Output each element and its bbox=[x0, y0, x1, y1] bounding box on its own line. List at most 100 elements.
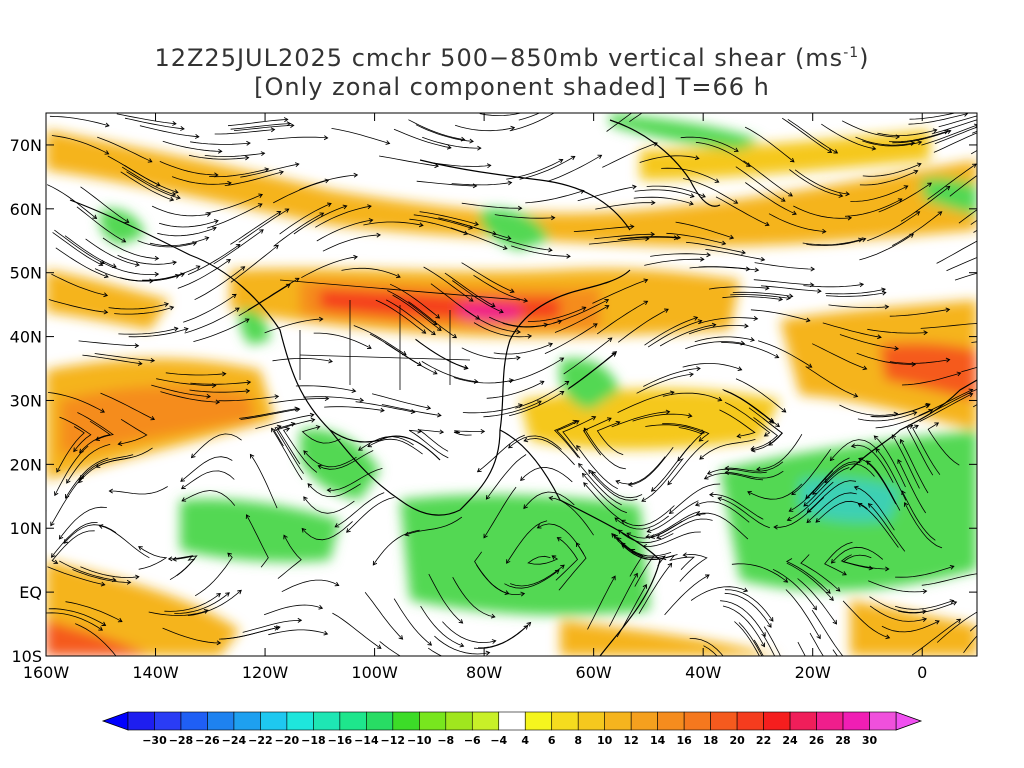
streamline bbox=[842, 554, 873, 569]
streamline bbox=[547, 154, 602, 182]
streamline bbox=[303, 396, 364, 401]
streamline bbox=[811, 609, 844, 656]
streamline bbox=[725, 470, 784, 479]
streamline-arrowhead bbox=[13, 556, 17, 560]
coastlines bbox=[69, 119, 977, 656]
streamline-arrowhead bbox=[788, 192, 793, 197]
streamline bbox=[224, 171, 284, 186]
streamline-arrowhead bbox=[353, 254, 358, 260]
streamline bbox=[891, 434, 920, 489]
streamline-arrowhead bbox=[620, 519, 626, 525]
streamline-arrowhead bbox=[536, 524, 542, 529]
streamline bbox=[895, 565, 954, 578]
streamline-arrowhead bbox=[473, 378, 479, 384]
colorbar-swatch bbox=[471, 711, 500, 731]
lon-label: 140W bbox=[132, 663, 179, 682]
streamline-arrowhead bbox=[490, 302, 496, 307]
streamline-arrowhead bbox=[284, 208, 290, 213]
chart-title-line1: 12Z25JUL2025 cmchr 500−850mb vertical sh… bbox=[154, 44, 870, 72]
streamline-arrowhead bbox=[203, 609, 209, 614]
streamline-arrowhead bbox=[737, 366, 743, 371]
streamline bbox=[921, 573, 977, 586]
streamline bbox=[720, 600, 766, 637]
streamline-arrowhead bbox=[523, 437, 529, 443]
streamline bbox=[696, 512, 749, 540]
streamline bbox=[393, 128, 451, 149]
streamline bbox=[644, 258, 704, 266]
streamline-arrowhead bbox=[703, 475, 709, 480]
colorbar-low-arrow bbox=[101, 711, 129, 731]
streamline-arrowhead bbox=[972, 163, 977, 168]
streamline-arrowhead bbox=[249, 453, 255, 459]
streamline-arrowhead bbox=[357, 446, 363, 451]
streamline bbox=[162, 140, 222, 152]
streamline-arrowhead bbox=[225, 592, 230, 597]
streamline bbox=[452, 577, 495, 618]
streamline bbox=[63, 524, 117, 544]
streamline bbox=[909, 113, 957, 120]
streamline-arrowhead bbox=[103, 273, 109, 279]
streamline-arrowhead bbox=[245, 388, 251, 394]
streamline bbox=[683, 178, 738, 204]
streamline bbox=[523, 491, 575, 509]
lon-label: 40W bbox=[685, 663, 721, 682]
streamline-arrowhead bbox=[641, 497, 647, 502]
streamline-arrowhead bbox=[351, 388, 357, 394]
streamline-arrowhead bbox=[928, 409, 934, 414]
streamline-arrowhead bbox=[192, 241, 198, 246]
streamline-arrowhead bbox=[439, 429, 445, 435]
streamline bbox=[264, 318, 323, 334]
streamline bbox=[636, 373, 694, 394]
streamline-arrowhead bbox=[270, 127, 276, 133]
streamline-arrowhead bbox=[788, 293, 794, 299]
colorbar-label: 30 bbox=[862, 734, 878, 747]
streamline-arrowhead bbox=[353, 172, 359, 178]
streamline bbox=[156, 378, 216, 386]
streamline-arrowhead bbox=[309, 412, 315, 418]
streamline bbox=[562, 416, 596, 452]
streamline-arrowhead bbox=[498, 308, 504, 314]
streamline bbox=[753, 639, 764, 656]
streamline bbox=[867, 328, 928, 334]
streamline-arrowhead bbox=[824, 478, 830, 484]
streamline-arrowhead bbox=[246, 140, 251, 146]
streamline-arrowhead bbox=[833, 149, 839, 154]
streamline bbox=[643, 531, 701, 548]
streamline bbox=[626, 520, 683, 539]
streamline-arrowhead bbox=[694, 155, 700, 161]
streamline-arrowhead bbox=[884, 304, 890, 310]
streamline bbox=[174, 592, 230, 614]
streamline bbox=[936, 240, 977, 264]
streamline bbox=[563, 337, 613, 375]
streamline-arrowhead bbox=[699, 455, 704, 460]
streamline bbox=[695, 141, 751, 167]
streamline bbox=[307, 483, 361, 497]
streamline-arrowhead bbox=[326, 487, 332, 493]
streamline-arrowhead bbox=[982, 607, 986, 611]
streamline bbox=[51, 530, 95, 564]
streamline-arrowhead bbox=[779, 689, 783, 693]
streamline bbox=[54, 229, 105, 264]
streamline-arrowhead bbox=[1019, 603, 1023, 607]
streamline bbox=[732, 291, 793, 297]
streamline bbox=[933, 132, 977, 153]
streamline-arrowhead bbox=[643, 300, 649, 306]
colorbar-swatch bbox=[180, 711, 208, 731]
colorbar-high-arrow bbox=[895, 711, 923, 731]
streamline-arrowhead bbox=[838, 193, 844, 198]
streamline-arrowhead bbox=[789, 675, 793, 679]
colorbar-swatch bbox=[577, 711, 605, 731]
streamline-arrowhead bbox=[297, 617, 303, 623]
streamline-arrowhead bbox=[985, 115, 989, 119]
streamline bbox=[596, 421, 624, 456]
streamline bbox=[493, 343, 553, 355]
streamline bbox=[518, 113, 541, 121]
streamline-arrowhead bbox=[689, 372, 694, 377]
streamline-arrowhead bbox=[611, 533, 616, 538]
streamline-arrowhead bbox=[709, 492, 714, 498]
streamline bbox=[120, 171, 174, 201]
streamline-arrowhead bbox=[809, 282, 815, 288]
streamline bbox=[875, 409, 933, 429]
streamline-arrowhead bbox=[173, 189, 179, 194]
streamline-arrowhead bbox=[768, 441, 773, 446]
